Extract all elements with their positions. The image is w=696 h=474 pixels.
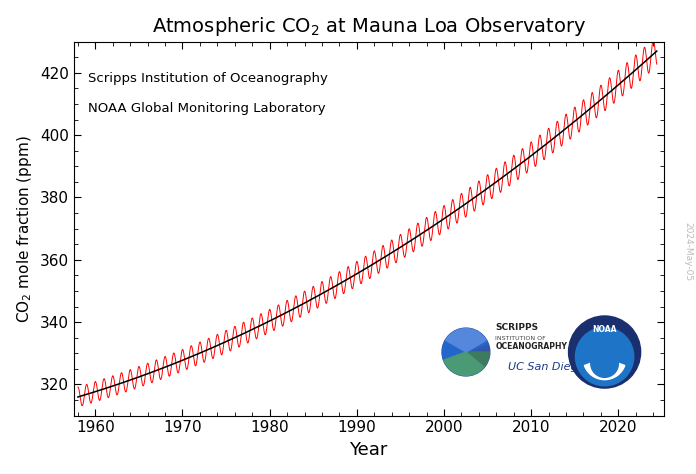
Text: INSTITUTION OF: INSTITUTION OF <box>496 337 546 341</box>
Text: UC San Diego: UC San Diego <box>508 362 585 372</box>
X-axis label: Year: Year <box>349 441 388 459</box>
Text: NOAA Global Monitoring Laboratory: NOAA Global Monitoring Laboratory <box>88 101 326 115</box>
Text: 2024-May-05: 2024-May-05 <box>683 222 692 281</box>
Text: Scripps Institution of Oceanography: Scripps Institution of Oceanography <box>88 72 329 85</box>
Text: SCRIPPS: SCRIPPS <box>496 323 539 332</box>
Y-axis label: CO$_2$ mole fraction (ppm): CO$_2$ mole fraction (ppm) <box>15 135 34 322</box>
Title: Atmospheric CO$_2$ at Mauna Loa Observatory: Atmospheric CO$_2$ at Mauna Loa Observat… <box>152 15 585 38</box>
Text: OCEANOGRAPHY: OCEANOGRAPHY <box>496 342 567 351</box>
